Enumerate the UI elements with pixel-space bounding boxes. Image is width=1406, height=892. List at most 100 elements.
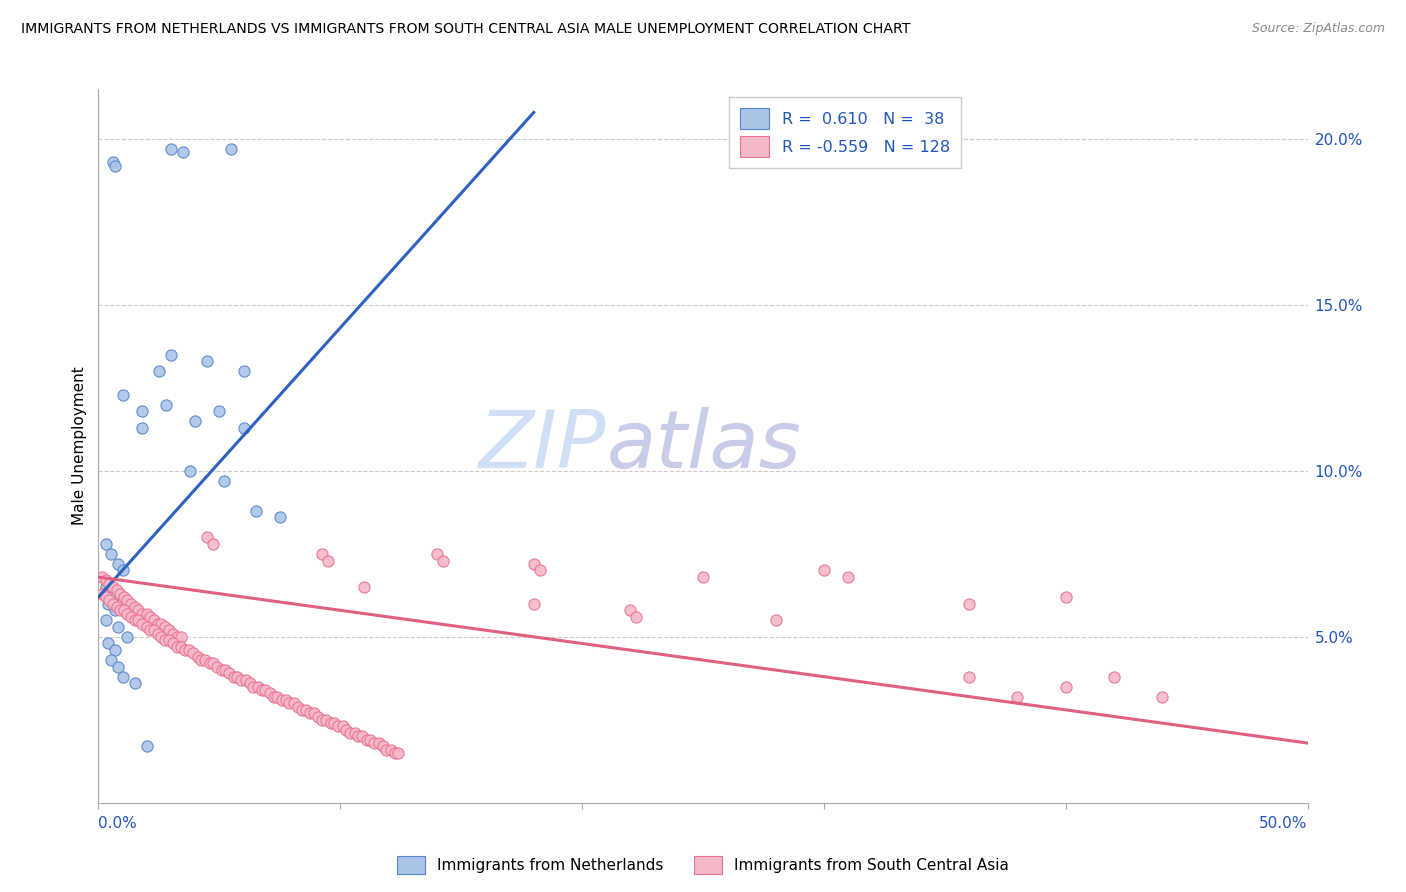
Point (222, 670, 245, 684)
Point (316, 553, 339, 567)
Point (124, 676, 146, 690)
Point (100, 653, 122, 667)
Point (287, 699, 309, 714)
Point (202, 537, 225, 551)
Point (124, 613, 146, 627)
Point (187, 649, 209, 664)
Point (813, 564, 835, 578)
Point (380, 742, 402, 756)
Point (155, 397, 177, 411)
Point (104, 159, 127, 173)
Point (957, 597, 980, 611)
Point (166, 640, 188, 654)
Point (190, 653, 212, 667)
Point (195, 354, 218, 368)
Point (363, 736, 385, 750)
Point (194, 653, 217, 667)
Point (245, 504, 267, 518)
Point (387, 746, 409, 760)
Point (523, 597, 546, 611)
Point (124, 599, 146, 614)
Point (239, 676, 262, 690)
Point (1102, 670, 1125, 684)
Point (619, 603, 641, 617)
Point (232, 421, 254, 435)
Point (162, 636, 184, 650)
Point (101, 155, 124, 169)
Point (101, 580, 124, 594)
Point (148, 364, 170, 378)
Point (226, 670, 249, 684)
Point (160, 142, 183, 156)
Point (319, 716, 342, 731)
Point (131, 404, 153, 418)
Point (271, 693, 294, 707)
Point (94, 590, 117, 604)
Point (202, 657, 225, 671)
Point (278, 696, 301, 710)
Point (283, 696, 305, 710)
Point (339, 726, 361, 740)
Point (302, 706, 325, 721)
Point (101, 597, 124, 611)
Point (529, 564, 551, 578)
Point (107, 659, 129, 673)
Point (91, 570, 114, 584)
Point (97, 597, 120, 611)
Point (957, 670, 980, 684)
Point (131, 616, 153, 631)
Point (254, 682, 277, 697)
Point (120, 597, 142, 611)
Point (127, 603, 149, 617)
Point (211, 663, 233, 677)
Point (174, 643, 197, 657)
Point (214, 663, 236, 677)
Text: Source: ZipAtlas.com: Source: ZipAtlas.com (1251, 22, 1385, 36)
Point (127, 613, 149, 627)
Point (97, 636, 120, 650)
Point (184, 414, 207, 428)
Point (221, 142, 243, 156)
Point (111, 387, 134, 401)
Point (172, 145, 194, 160)
Point (108, 587, 131, 601)
Point (326, 719, 349, 733)
Point (146, 626, 169, 640)
Point (179, 643, 201, 657)
Point (139, 624, 162, 638)
Point (1152, 690, 1174, 704)
Point (247, 680, 270, 694)
Point (311, 713, 333, 727)
Point (107, 557, 129, 571)
Point (135, 620, 157, 634)
Point (101, 590, 124, 604)
Point (150, 616, 173, 631)
Point (626, 610, 648, 624)
Point (235, 673, 257, 687)
Point (131, 421, 153, 435)
Point (108, 603, 131, 617)
Y-axis label: Male Unemployment: Male Unemployment (72, 367, 87, 525)
Point (105, 583, 128, 598)
Legend: Immigrants from Netherlands, Immigrants from South Central Asia: Immigrants from Netherlands, Immigrants … (391, 850, 1015, 880)
Point (242, 680, 264, 694)
Point (107, 620, 129, 634)
Point (98, 576, 121, 591)
Point (350, 730, 373, 744)
Point (1007, 690, 1029, 704)
Point (195, 530, 218, 544)
Point (311, 547, 333, 561)
Point (94, 580, 117, 594)
Point (523, 557, 546, 571)
Point (117, 607, 139, 621)
Point (356, 732, 378, 747)
Point (229, 673, 252, 687)
Text: atlas: atlas (606, 407, 801, 485)
Point (105, 599, 128, 614)
Point (117, 593, 139, 607)
Point (162, 626, 184, 640)
Point (384, 746, 406, 760)
Point (104, 643, 127, 657)
Legend: R =  0.610   N =  38, R = -0.559   N = 128: R = 0.610 N = 38, R = -0.559 N = 128 (730, 97, 962, 168)
Point (139, 610, 162, 624)
